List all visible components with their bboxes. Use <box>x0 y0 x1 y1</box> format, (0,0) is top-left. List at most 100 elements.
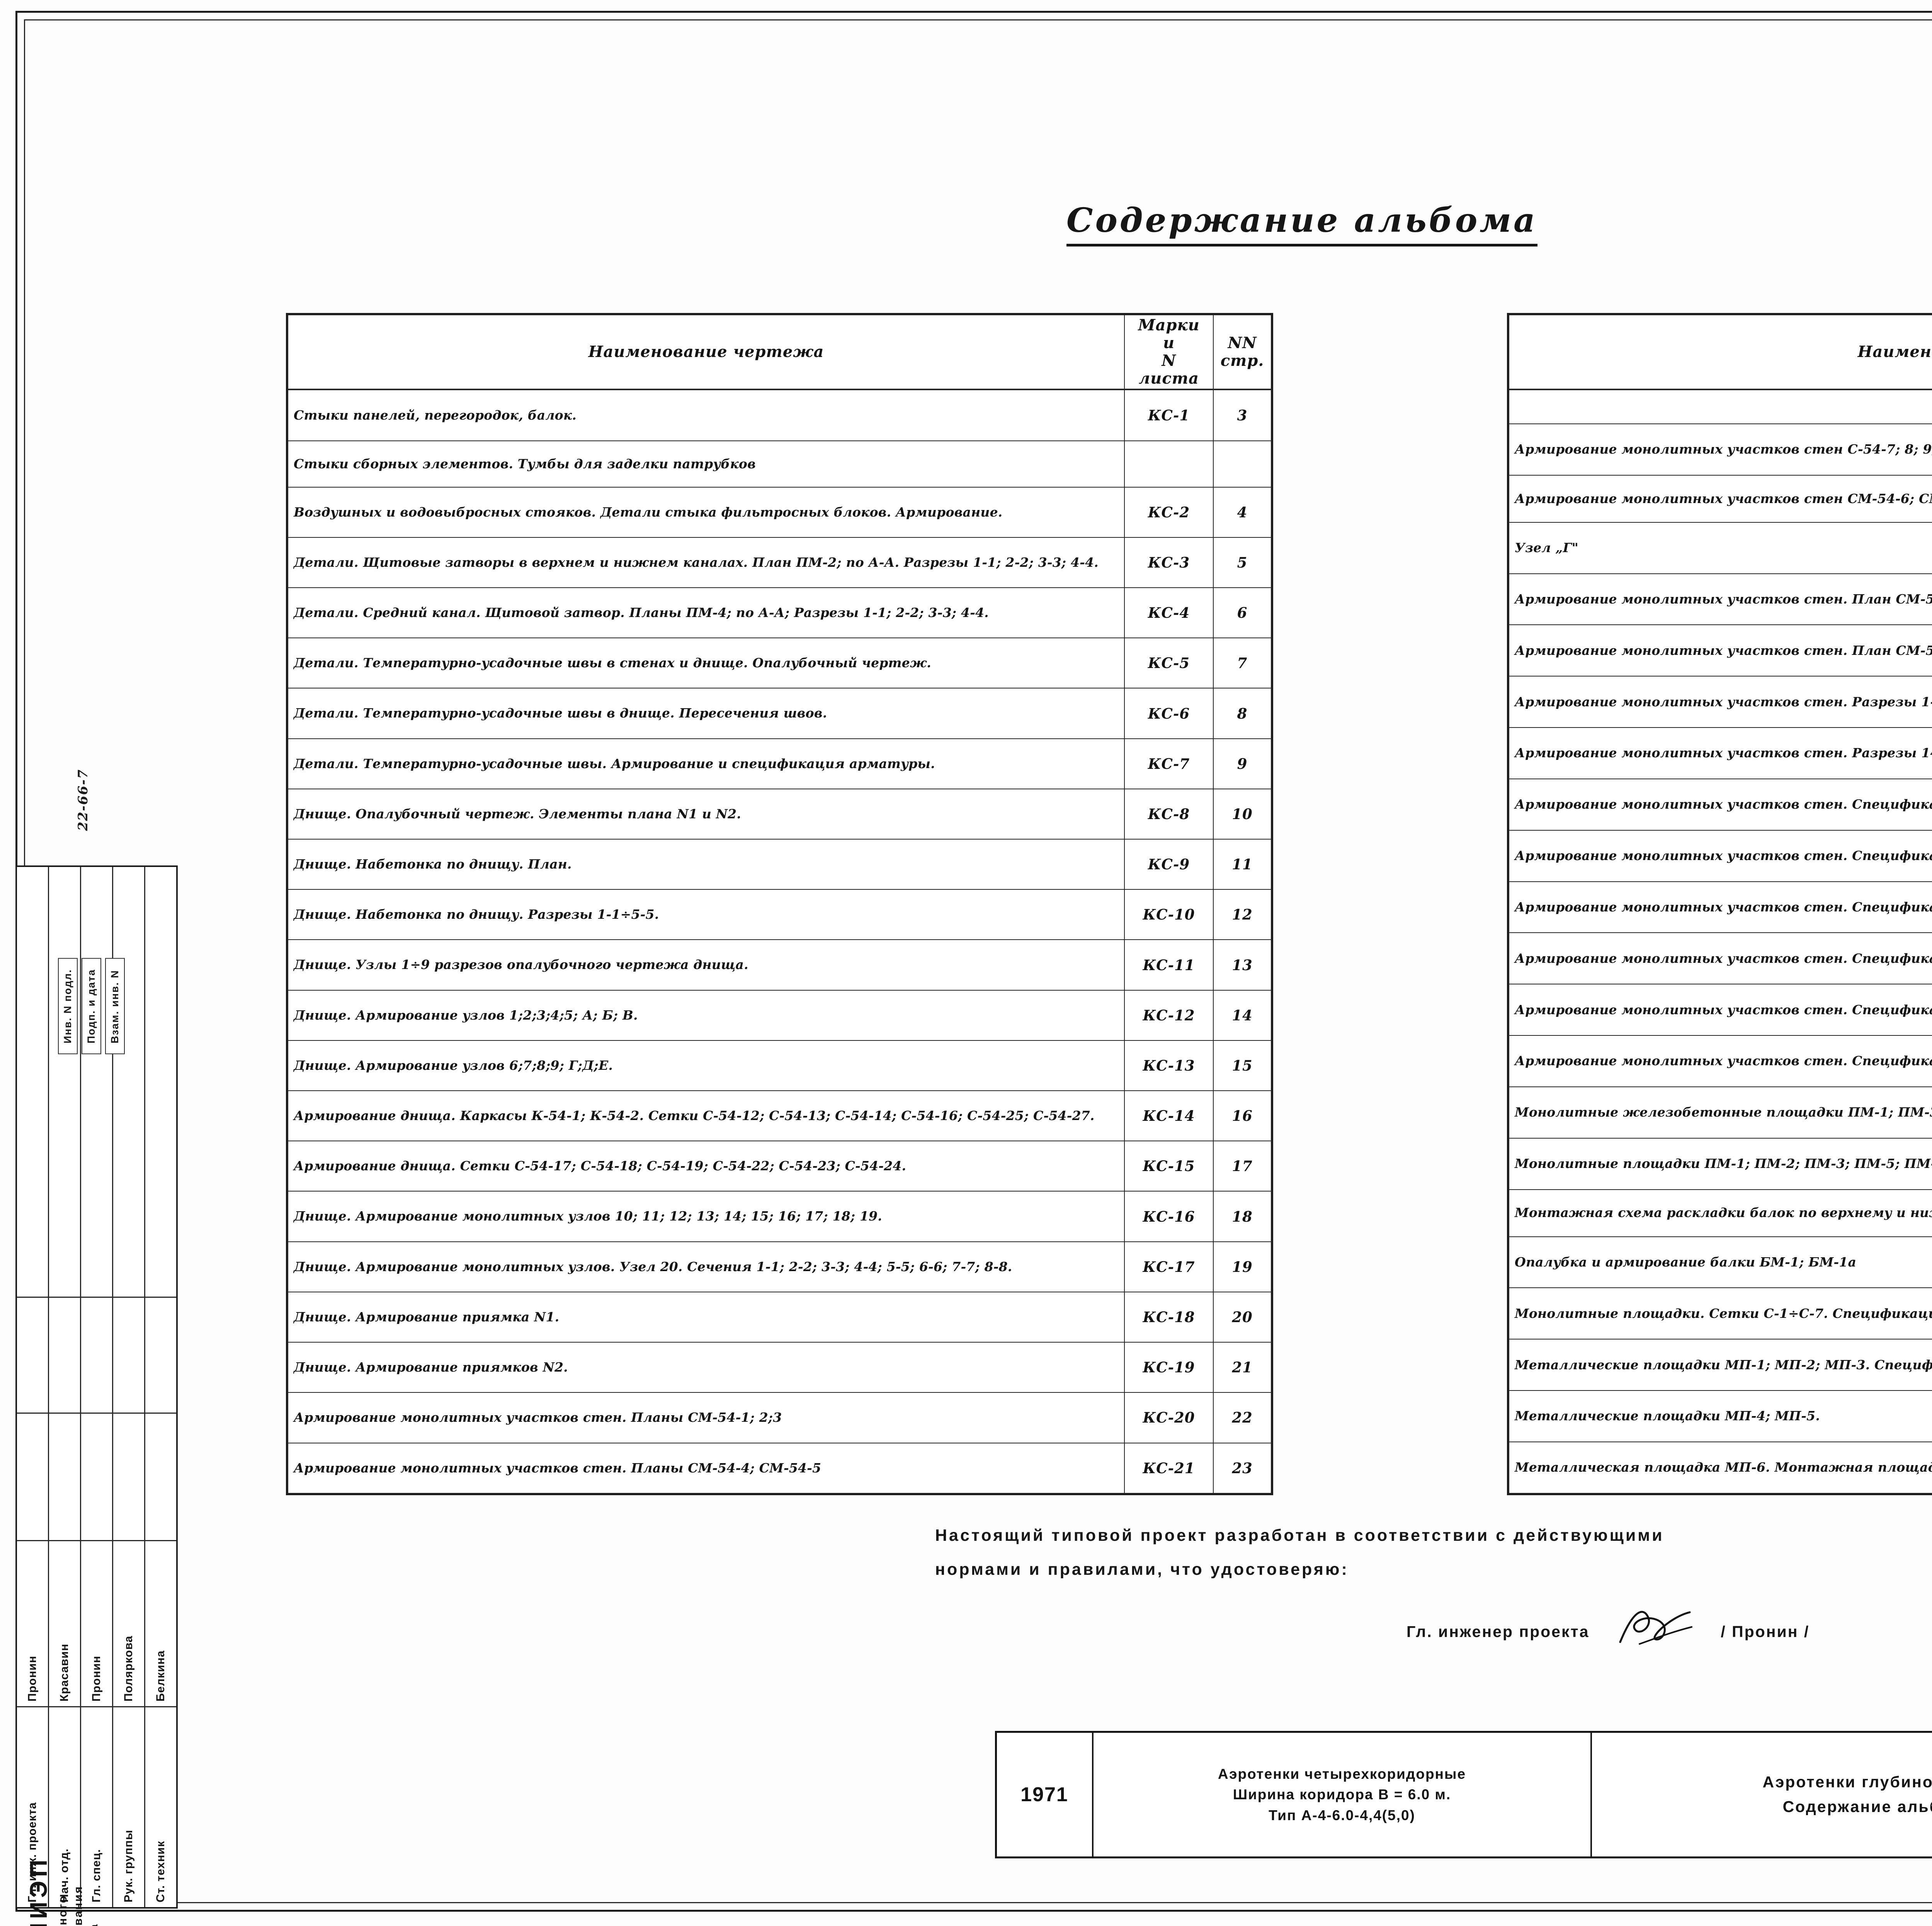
row-drawing-name: Металлическая площадка МП-6. Монтажная п… <box>1509 1441 1932 1494</box>
row-sheet-mark: КС-21 <box>1124 1442 1214 1494</box>
titleblock-object: Аэротенки четырехкоридорные Ширина корид… <box>1094 1733 1592 1856</box>
table-row: Воздушных и водовыбросных стояков. Детал… <box>287 486 1272 538</box>
row-page-number: 23 <box>1213 1442 1272 1494</box>
row-sheet-mark: КС-13 <box>1124 1040 1214 1091</box>
row-drawing-name: Воздушных и водовыбросных стояков. Детал… <box>287 486 1125 538</box>
row-page-number: 19 <box>1213 1241 1272 1292</box>
row-page-number: 15 <box>1213 1040 1272 1091</box>
row-drawing-name: Армирование днища. Каркасы К-54-1; К-54-… <box>287 1090 1125 1142</box>
table-row: Днище. Набетонка по днищу. План. КС-9 11 <box>287 839 1272 890</box>
archive-label-group: Инв. N подл. Подп. и дата Взам. инв. N <box>58 958 125 1054</box>
row-drawing-name: Армирование монолитных участков стен СМ-… <box>1509 474 1932 523</box>
table-row: Детали. Щитовые затворы в верхнем и нижн… <box>287 537 1272 588</box>
column-header-page: NN стр. <box>1213 314 1272 390</box>
table-row: Металлические площадки МП-1; МП-2; МП-3.… <box>1509 1339 1932 1391</box>
table-row: Металлические площадки МП-4; МП-5.КС-394… <box>1509 1390 1932 1442</box>
archive-label: Взам. инв. N <box>105 958 125 1054</box>
stamp-role: Рук. группы <box>113 1706 144 1907</box>
row-drawing-name: Армирование монолитных участков стен. Сп… <box>1509 984 1932 1036</box>
archive-label: Инв. N подл. <box>58 958 78 1054</box>
table-row: Армирование днища. Каркасы К-54-1; К-54-… <box>287 1090 1272 1142</box>
row-sheet-mark: КС-16 <box>1124 1191 1214 1242</box>
row-page-number: 9 <box>1213 738 1272 789</box>
signer-role-label: Гл. инженер проекта <box>1406 1623 1590 1640</box>
row-sheet-mark: КС-5 <box>1124 637 1214 689</box>
drawing-line-2: Содержание альбома. <box>1782 1798 1932 1816</box>
row-drawing-name: Металлические площадки МП-1; МП-2; МП-3.… <box>1509 1339 1932 1391</box>
stamp-blank-cell <box>145 867 176 1297</box>
stamp-blank-cell <box>17 867 48 1297</box>
row-page-number: 8 <box>1213 688 1272 739</box>
row-drawing-name: Днище. Армирование приямка N1. <box>287 1291 1125 1343</box>
table-row: Армирование монолитных участков стен. Ра… <box>1509 676 1932 728</box>
stamp-date-cell <box>113 1297 144 1413</box>
institute-city: г. Москва <box>86 1364 101 1926</box>
institute-line-2: инженерного <box>55 1364 71 1926</box>
row-page-number: 21 <box>1213 1342 1272 1393</box>
column-header-mark: Марки и N листа <box>1124 314 1214 390</box>
row-sheet-mark: КС-14 <box>1124 1090 1214 1142</box>
stamp-signature-cell <box>145 1413 176 1540</box>
row-drawing-name: Монолитные площадки. Сетки С-1÷С-7. Спец… <box>1509 1287 1932 1340</box>
contents-table-right: Наименование чертежа Марки и N листа NN … <box>1507 313 1932 1495</box>
table-row: Металлическая площадка МП-6. Монтажная п… <box>1509 1441 1932 1494</box>
row-sheet-mark: КС-9 <box>1124 839 1214 890</box>
table-row: Днище. Узлы 1÷9 разрезов опалубочного че… <box>287 939 1272 991</box>
row-sheet-mark <box>1124 440 1214 488</box>
row-drawing-name: Монтажная схема раскладки балок по верхн… <box>1509 1189 1932 1237</box>
table-row: Днище. Опалубочный чертеж. Элементы план… <box>287 788 1272 840</box>
title-block: 1971 Аэротенки четырехкоридорные Ширина … <box>995 1731 1932 1858</box>
table-row: Детали. Температурно-усадочные швы в дни… <box>287 688 1272 739</box>
row-page-number: 18 <box>1213 1191 1272 1242</box>
row-sheet-mark: КС-6 <box>1124 688 1214 739</box>
stamp-role: Ст. техник <box>145 1706 176 1907</box>
row-page-number: 11 <box>1213 839 1272 890</box>
row-sheet-mark: КС-12 <box>1124 989 1214 1041</box>
table-row: Монолитные площадки. Сетки С-1÷С-7. Спец… <box>1509 1287 1932 1340</box>
stamp-blank-cell <box>49 867 80 1297</box>
row-page-number: 5 <box>1213 537 1272 588</box>
row-drawing-name: Узел „Г" <box>1509 522 1932 574</box>
table-row: Армирование монолитных участков стен. Пл… <box>287 1392 1272 1443</box>
row-page-number: 13 <box>1213 939 1272 991</box>
row-drawing-name: Монолитные площадки ПМ-1; ПМ-2; ПМ-3; ПМ… <box>1509 1137 1932 1190</box>
institute-line-3: оборудования <box>71 1364 87 1926</box>
column-header-name: Наименование чертежа <box>1509 314 1932 390</box>
certification-text: Настоящий типовой проект разработан в со… <box>935 1526 1664 1579</box>
table-row: Армирование монолитных участков стен. Сп… <box>1509 830 1932 882</box>
row-page-number: 16 <box>1213 1090 1272 1142</box>
table-row: Монтажная схема раскладки балок по верхн… <box>1509 1189 1932 1237</box>
table-row: Днище. Армирование узлов 1;2;3;4;5; А; Б… <box>287 989 1272 1041</box>
row-sheet-mark: КС-20 <box>1124 1392 1214 1443</box>
table-row: Детали. Температурно-усадочные швы. Арми… <box>287 738 1272 789</box>
handwritten-signature-icon <box>1612 1605 1697 1648</box>
stamp-signature-cell <box>113 1413 144 1540</box>
table-row: Узел „Г"КС-2325 <box>1509 522 1932 574</box>
titleblock-drawing-name: Аэротенки глубиной 5.0 м. Содержание аль… <box>1592 1733 1932 1856</box>
table-row: Армирование монолитных участков стен С-5… <box>1509 423 1932 476</box>
signature-line: Гл. инженер проекта / Пронин / <box>1406 1605 1810 1645</box>
row-page-number: 10 <box>1213 788 1272 840</box>
table-row: Днище. Армирование приямка N1. КС-18 20 <box>287 1291 1272 1343</box>
table-row: Армирование монолитных участков стен СМ-… <box>1509 474 1932 523</box>
row-sheet-mark: КС-19 <box>1124 1342 1214 1393</box>
table-row: Детали. Температурно-усадочные швы в сте… <box>287 637 1272 689</box>
table-row: Армирование монолитных участков стен. Пл… <box>287 1442 1272 1494</box>
row-drawing-name: Армирование монолитных участков стен. Пл… <box>1509 624 1932 677</box>
table-row: Днище. Армирование приямков N2. КС-19 21 <box>287 1342 1272 1393</box>
row-drawing-name: Днище. Набетонка по днищу. План. <box>287 839 1125 890</box>
row-drawing-name: Армирование монолитных участков стен. Сп… <box>1509 881 1932 933</box>
row-sheet-mark: КС-3 <box>1124 537 1214 588</box>
row-page-number: 17 <box>1213 1141 1272 1192</box>
row-drawing-name: Днище. Армирование приямков N2. <box>287 1342 1125 1393</box>
object-line-3: Тип А-4-6.0-4,4(5,0) <box>1269 1807 1415 1823</box>
table-row: Днище. Армирование монолитных узлов 10; … <box>287 1191 1272 1242</box>
row-sheet-mark: КС-7 <box>1124 738 1214 789</box>
institute-name: ЦНИИЭП <box>25 1856 52 1926</box>
page-title: Содержание альбома <box>1066 201 1537 246</box>
table-row: Днище. Набетонка по днищу. Разрезы 1-1÷5… <box>287 889 1272 940</box>
drawing-line-1: Аэротенки глубиной 5.0 м. <box>1762 1773 1932 1791</box>
signer-name: / Пронин / <box>1721 1623 1810 1640</box>
row-page-number: 4 <box>1213 486 1272 538</box>
